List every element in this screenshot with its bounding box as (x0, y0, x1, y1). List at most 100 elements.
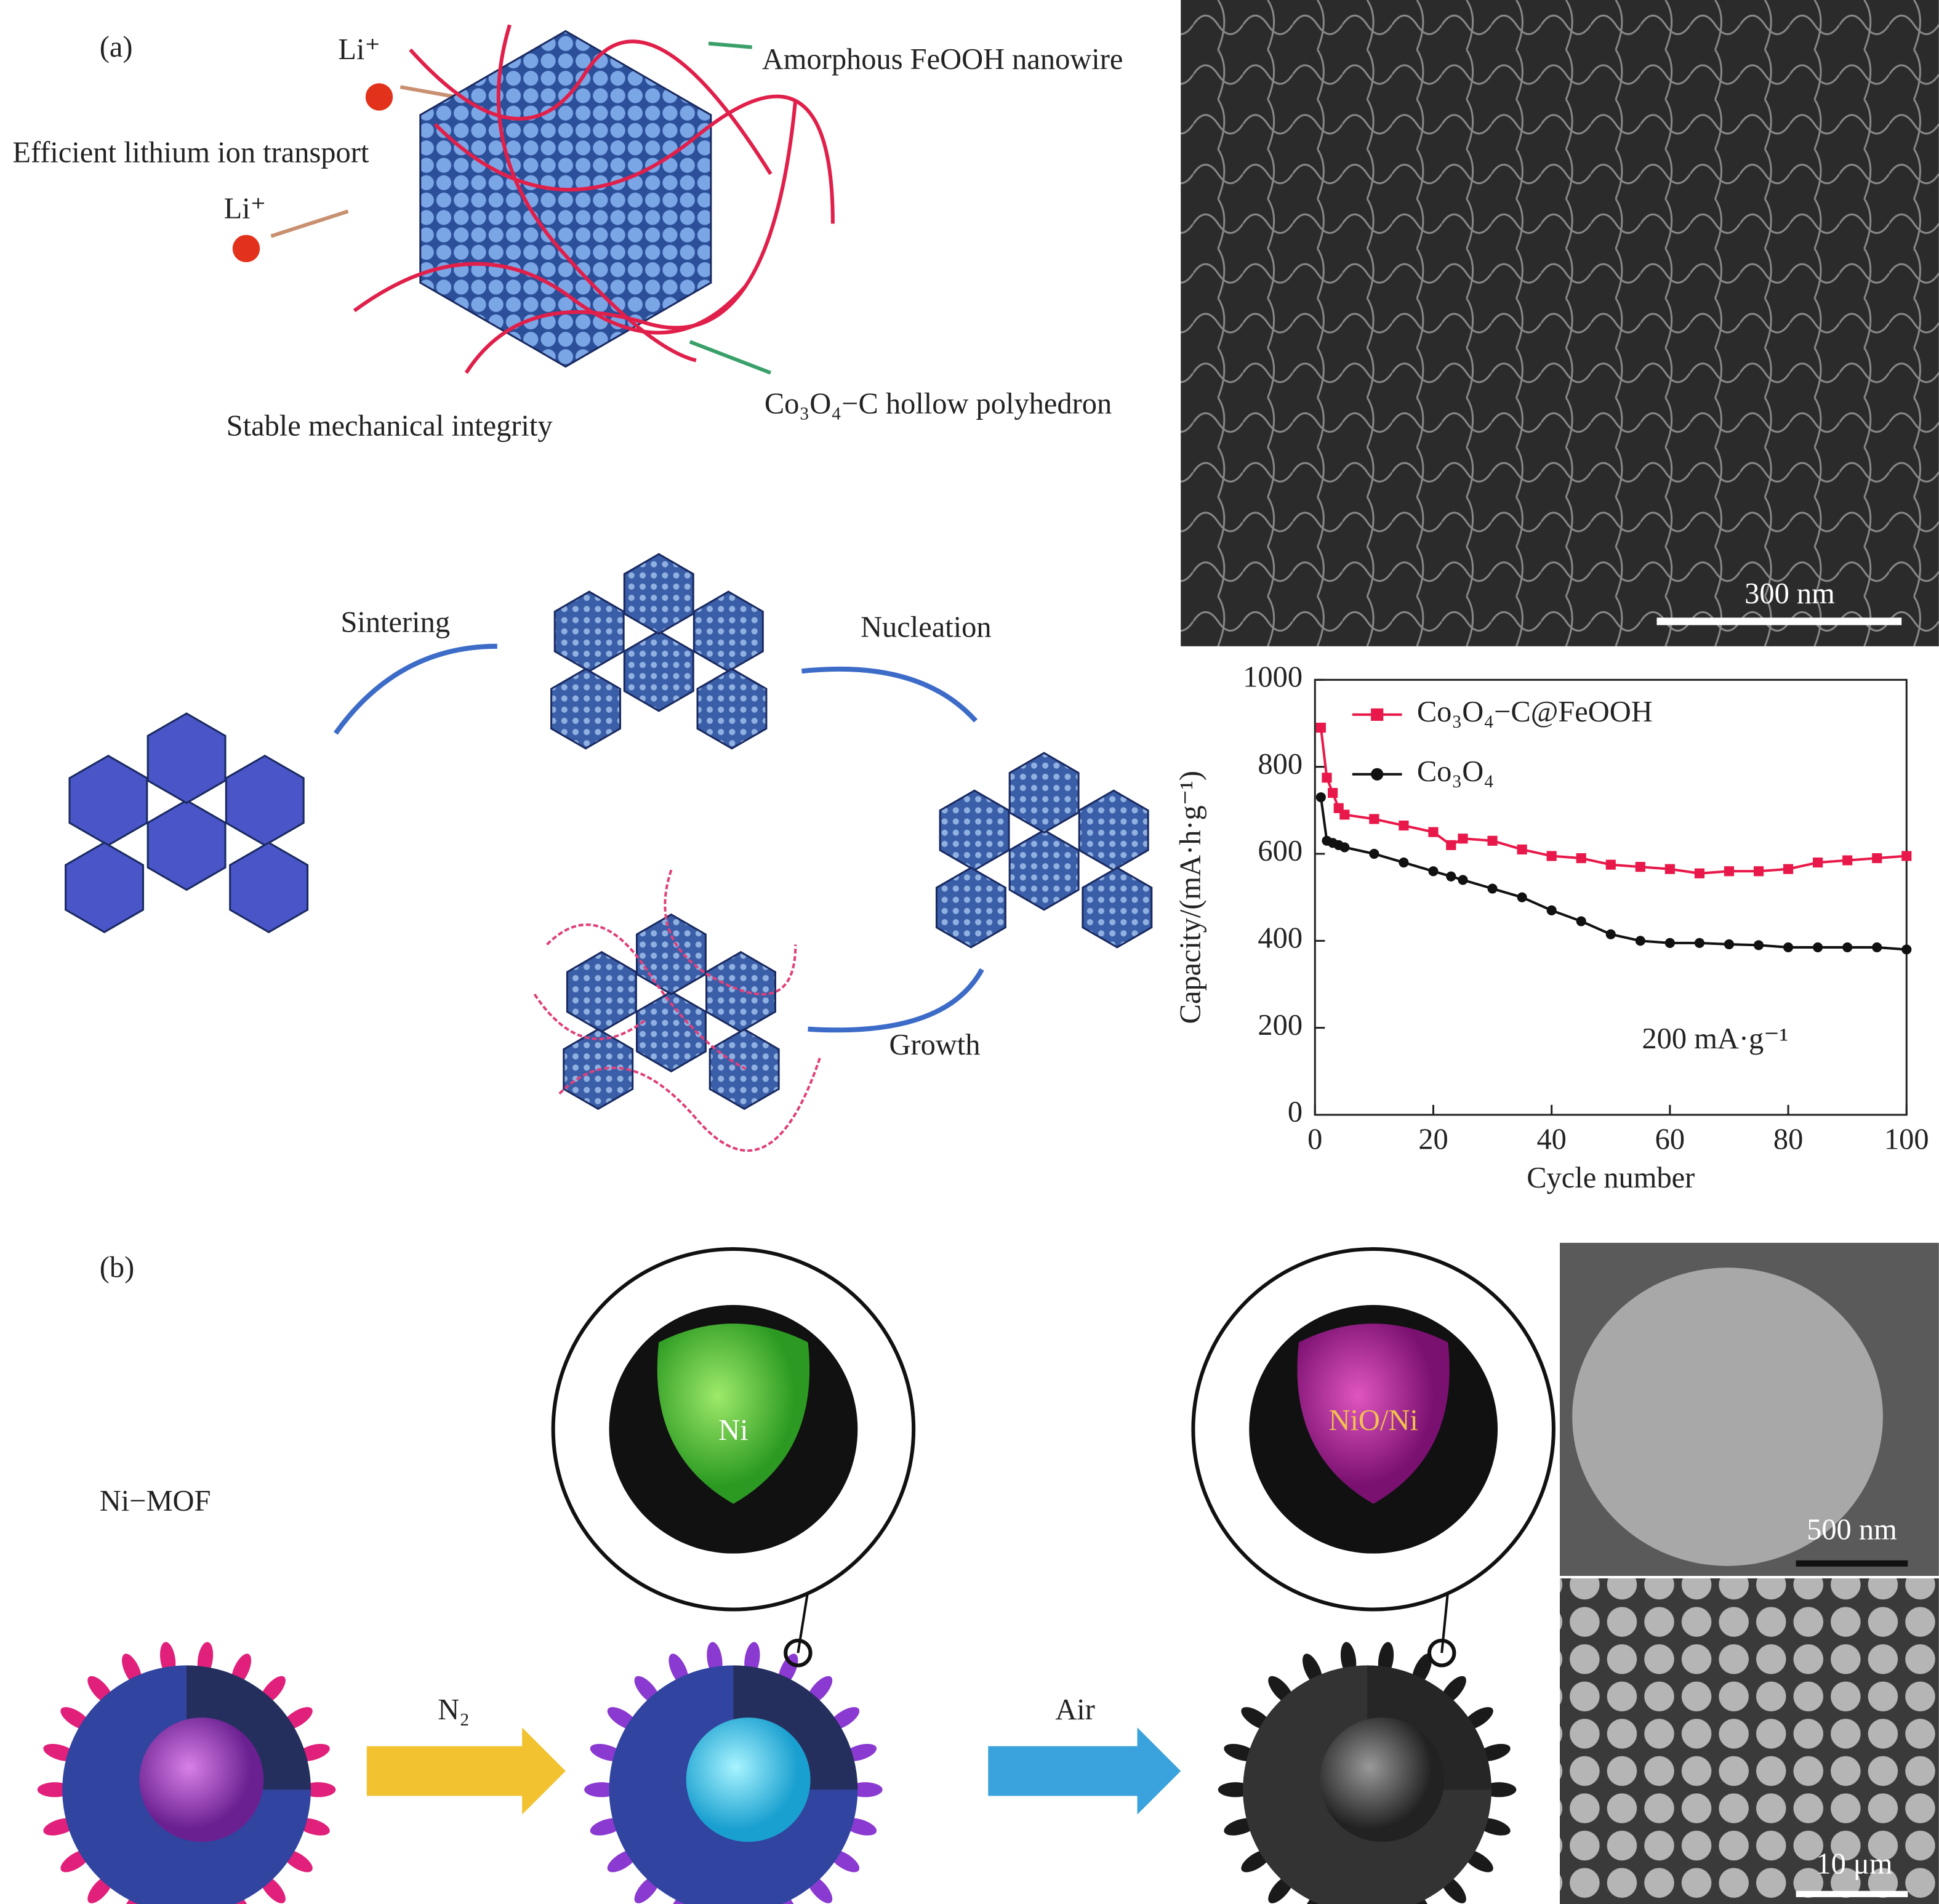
marker (1605, 929, 1616, 939)
nanowire (546, 923, 747, 1070)
marker (1694, 938, 1704, 948)
marker (1546, 905, 1557, 915)
hexagon (229, 842, 309, 933)
marker (1546, 851, 1557, 861)
nanowire (533, 994, 648, 1040)
annotation: Stable mechanical integrity (227, 410, 553, 443)
ion (365, 83, 393, 111)
legend-marker (1371, 708, 1384, 721)
hexagon (147, 712, 227, 805)
marker (1724, 866, 1735, 877)
sphere-core (686, 1717, 811, 1842)
hexagon (1078, 789, 1149, 872)
y-axis-label: Capacity/(mA·h·g⁻¹) (1174, 771, 1207, 1024)
hexagon (623, 553, 694, 635)
scale-label: 10 μm (1816, 1848, 1892, 1881)
hexagon (705, 950, 776, 1033)
hexagon (1082, 866, 1153, 949)
zoom-core (1297, 1324, 1450, 1504)
hexagon (553, 590, 625, 673)
ion-label: Li⁺ (338, 33, 380, 66)
x-tick-label: 0 (1307, 1123, 1322, 1156)
y-tick-label: 600 (1258, 835, 1303, 867)
hexagon (225, 754, 305, 846)
hexagon (550, 667, 622, 750)
hexagon (1008, 829, 1080, 911)
hexagon (68, 754, 148, 846)
hexagon (935, 866, 1006, 949)
arrow (801, 666, 978, 723)
marker (1517, 844, 1527, 855)
marker (1813, 942, 1823, 953)
x-axis-label: Cycle number (1527, 1162, 1695, 1194)
hexagon (65, 842, 144, 933)
step-label: Nucleation (861, 611, 992, 644)
y-tick-label: 0 (1288, 1096, 1303, 1128)
marker (1872, 853, 1882, 864)
marker (1487, 835, 1498, 846)
x-tick-label: 20 (1418, 1123, 1448, 1156)
zoom-target (1427, 1638, 1456, 1668)
x-tick-label: 40 (1536, 1123, 1566, 1156)
marker (1487, 883, 1498, 894)
marker (1901, 944, 1912, 955)
annotation: Ni−MOF (100, 1485, 211, 1517)
diagram-shapes (37, 0, 1939, 1904)
core-label: Ni (718, 1414, 748, 1447)
marker (1322, 773, 1332, 783)
step-label: Growth (889, 1029, 980, 1061)
marker (1605, 859, 1616, 870)
annotation: Amorphous FeOOH nanowire (762, 43, 1123, 76)
step-label: Sintering (340, 606, 450, 639)
scale-label: 500 nm (1807, 1513, 1897, 1546)
pointer (689, 340, 772, 375)
sem-image (1559, 1578, 1939, 1904)
legend-label: Co₃O₄−C@FeOOH (1417, 696, 1653, 728)
marker (1783, 864, 1794, 874)
x-tick-label: 80 (1773, 1123, 1803, 1156)
marker (1576, 916, 1586, 926)
marker (1369, 814, 1379, 824)
hexagon (939, 789, 1010, 872)
marker (1339, 809, 1350, 820)
sem-particle (1572, 1267, 1883, 1566)
zoom-core (657, 1324, 810, 1504)
marker (1783, 942, 1794, 953)
sphere-core (1320, 1717, 1445, 1842)
hexagon (635, 913, 707, 995)
marker (1517, 892, 1527, 902)
x-tick-label: 100 (1884, 1123, 1929, 1156)
hexagon (566, 950, 637, 1033)
hexagon (623, 630, 694, 712)
y-tick-label: 400 (1258, 922, 1303, 954)
marker (1635, 862, 1645, 872)
marker (1635, 936, 1645, 946)
y-tick-label: 800 (1258, 748, 1303, 781)
marker (1428, 866, 1439, 877)
marker (1753, 866, 1764, 877)
marker (1664, 938, 1675, 948)
marker (1842, 942, 1853, 953)
marker (1842, 855, 1853, 866)
legend-marker (1371, 768, 1384, 781)
marker (1315, 723, 1326, 733)
nanowire (409, 39, 773, 175)
y-tick-label: 200 (1258, 1009, 1303, 1042)
marker (1901, 851, 1912, 861)
x-tick-label: 60 (1655, 1123, 1685, 1156)
ion-label: Li⁺ (224, 192, 267, 225)
scale-label: 300 nm (1744, 577, 1835, 610)
series-line (1319, 727, 1907, 875)
hexagon (1008, 752, 1080, 834)
marker (1315, 792, 1326, 803)
arrow (334, 643, 497, 735)
marker (1399, 858, 1409, 868)
arrow (988, 1727, 1181, 1815)
marker (1813, 858, 1823, 868)
marker (1369, 848, 1379, 859)
panel-label: (b) (100, 1251, 134, 1283)
hexagon (692, 590, 764, 673)
pointer (708, 41, 752, 49)
zoom-line (797, 1590, 809, 1653)
